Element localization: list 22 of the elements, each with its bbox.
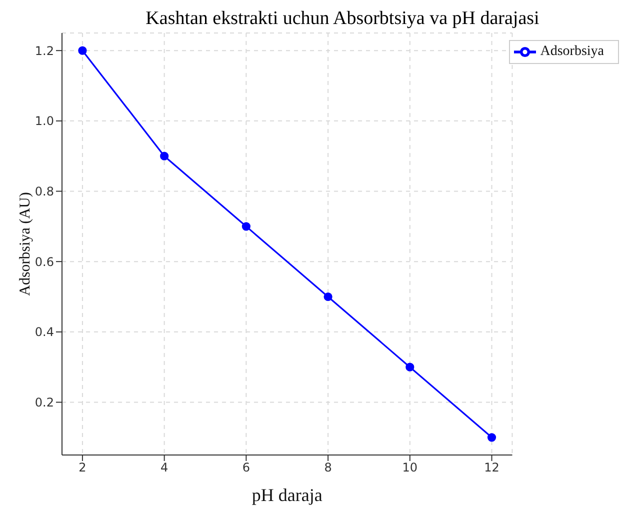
x-tick-label: 2	[78, 460, 86, 475]
point	[78, 46, 87, 55]
point	[160, 152, 169, 160]
point	[406, 362, 414, 372]
y-tick-label: 0.4	[34, 325, 54, 340]
x-tick-label: 6	[242, 460, 250, 475]
y-tick-label: 0.8	[34, 184, 54, 199]
y-tick-label: 1.2	[34, 44, 54, 58]
x-axis-title: pH daraja	[252, 484, 322, 505]
x-tick-label: 10	[402, 460, 418, 475]
x-tick-label: 4	[160, 460, 168, 475]
chart-title: Kashtan ekstrakti uchun Absorbtsiya va pH darajasi	[144, 8, 540, 30]
point	[242, 222, 250, 231]
point	[487, 433, 496, 442]
y-tick-label: 1.0	[34, 114, 54, 128]
x-tick-label: 12	[484, 460, 500, 475]
y-axis-title: Adsorbsiya (AU)	[17, 192, 34, 296]
x-tick-label: 8	[324, 460, 332, 475]
y-tick-label: 0.2	[34, 396, 54, 410]
legend-label: Adsorbsiya	[540, 44, 604, 60]
point	[324, 292, 332, 302]
y-tick-label: 0.6	[34, 254, 54, 269]
